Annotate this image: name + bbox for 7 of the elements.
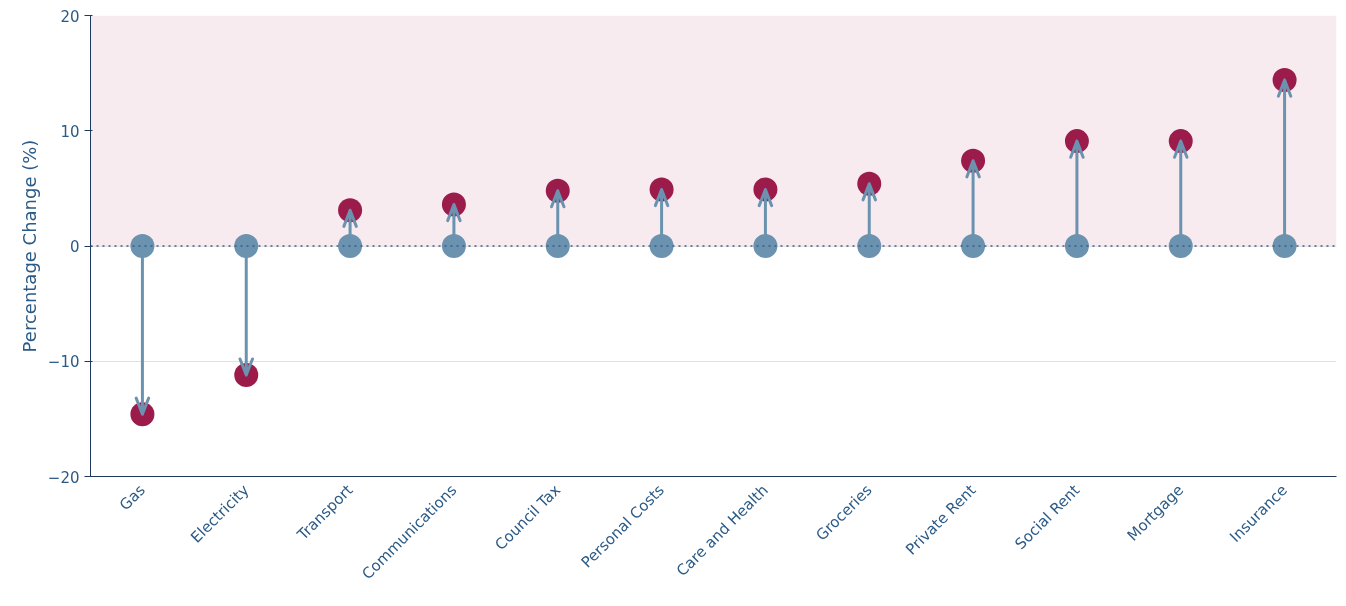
x-tick-label: Gas: [115, 481, 149, 515]
y-tick-label: 0: [69, 238, 80, 256]
y-tick-label: 20: [60, 7, 80, 26]
y-tick-label: −10: [47, 353, 80, 372]
y-tick-label: −20: [47, 468, 80, 487]
y-tick-label: 10: [60, 122, 80, 141]
y-axis-title: Percentage Change (%): [18, 139, 40, 353]
